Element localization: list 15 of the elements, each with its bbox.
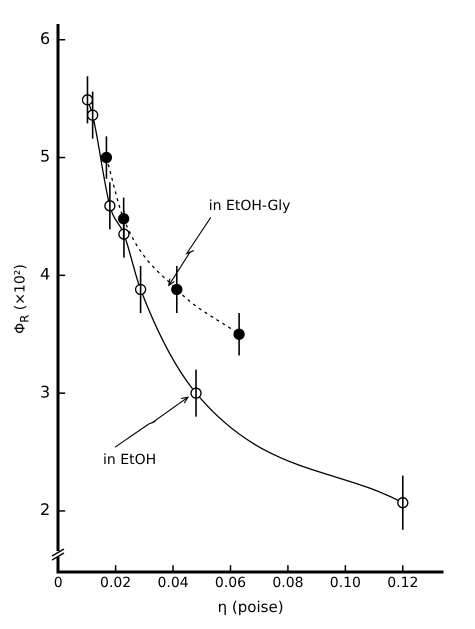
x-tick-label: 0.10 <box>330 575 361 592</box>
x-axis-title: η (poise) <box>218 598 284 616</box>
text: in EtOH <box>103 452 156 468</box>
x-tick-label: 0 <box>54 575 63 592</box>
x-tick-label: 0.02 <box>100 575 132 592</box>
text: in EtOH-Gly <box>208 198 290 214</box>
x-tick-label: 0.06 <box>214 575 246 592</box>
y-tick-label: 4 <box>40 264 50 284</box>
x-tick-label: 0.04 <box>157 575 189 592</box>
y-tick-label: 6 <box>40 28 50 48</box>
x-tick-label: 0.08 <box>272 575 304 592</box>
x-tick-label: 0.12 <box>387 575 418 592</box>
y-tick-label: 2 <box>40 500 50 520</box>
y-tick-label: 3 <box>40 382 50 402</box>
y-tick-label: 5 <box>40 146 50 166</box>
